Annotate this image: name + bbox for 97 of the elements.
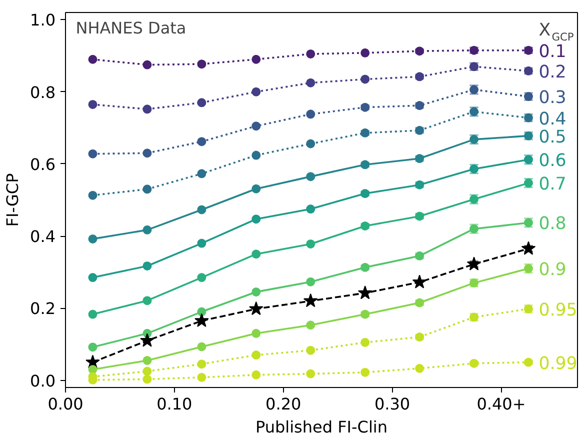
point — [252, 287, 261, 296]
point — [142, 261, 152, 270]
point — [248, 301, 264, 316]
series-label: 0.1 — [538, 42, 566, 62]
y-tick-label: 0.0 — [30, 371, 56, 390]
series-label: 0.4 — [538, 109, 566, 130]
x-axis-title: Published FI-Clin — [255, 418, 388, 436]
point — [88, 375, 98, 384]
point — [197, 238, 206, 248]
point — [252, 87, 261, 96]
point — [194, 313, 209, 327]
point — [197, 360, 206, 369]
series-label: 0.99 — [538, 354, 578, 374]
point — [88, 190, 98, 200]
point — [415, 46, 424, 56]
x-tick-label: 0.00 — [48, 394, 84, 414]
point — [360, 128, 370, 138]
point — [252, 250, 261, 259]
point — [306, 277, 316, 286]
x-tick-label: 0.20 — [266, 394, 302, 414]
x-tick-label: 0.30 — [374, 394, 410, 414]
point — [306, 78, 316, 88]
point — [197, 273, 206, 282]
point — [415, 364, 424, 373]
point — [360, 368, 370, 377]
series-label: 0.9 — [538, 260, 566, 280]
point — [252, 370, 261, 380]
point — [306, 346, 316, 355]
point — [252, 350, 261, 360]
x-tick-label: 0.10 — [156, 394, 192, 414]
point — [306, 110, 316, 119]
series-label: 0.8 — [538, 214, 566, 234]
point — [197, 342, 206, 352]
series-label: 0.7 — [538, 174, 566, 195]
point — [197, 372, 206, 382]
point — [88, 310, 98, 319]
series-label: 0.2 — [538, 62, 566, 82]
point — [524, 358, 533, 367]
point — [88, 149, 98, 158]
series-label: 0.95 — [538, 300, 578, 320]
point — [306, 240, 316, 248]
point — [252, 184, 261, 194]
point — [142, 148, 152, 158]
point — [197, 137, 206, 146]
y-axis-title: FI-GCP — [3, 172, 22, 227]
series-label: 0.5 — [538, 127, 566, 148]
series-label: 0.3 — [538, 88, 566, 108]
series-label: 0.6 — [538, 151, 566, 172]
point — [252, 214, 261, 224]
y-tick-label: 0.4 — [30, 227, 56, 246]
point — [306, 369, 316, 378]
point — [88, 100, 98, 109]
point — [142, 60, 152, 70]
point — [252, 328, 261, 338]
point — [142, 225, 152, 234]
point — [303, 293, 318, 308]
y-tick-label: 0.2 — [30, 299, 56, 318]
point — [142, 184, 152, 194]
point — [360, 338, 370, 347]
point — [140, 333, 154, 347]
x-tick-label: 0.40+ — [476, 394, 526, 414]
point — [142, 366, 152, 376]
point — [252, 54, 261, 64]
point — [142, 356, 152, 365]
point — [252, 122, 261, 131]
point — [470, 358, 479, 368]
point — [142, 104, 152, 114]
point — [360, 262, 370, 272]
point — [142, 374, 152, 384]
point — [358, 286, 372, 300]
point — [88, 273, 98, 282]
y-tick-label: 1.0 — [30, 10, 56, 30]
chart-title: NHANES Data — [76, 18, 186, 38]
point — [197, 169, 206, 178]
point — [412, 274, 427, 288]
point — [142, 296, 152, 306]
point — [360, 221, 370, 230]
point — [360, 48, 370, 58]
point — [88, 54, 98, 64]
y-tick-label: 0.8 — [30, 82, 56, 102]
point — [88, 234, 98, 244]
point — [197, 205, 206, 214]
point — [197, 307, 206, 316]
y-tick-label: 0.6 — [30, 154, 56, 174]
point — [306, 320, 316, 330]
point — [306, 139, 316, 148]
point — [306, 204, 316, 214]
point — [415, 332, 424, 342]
point — [252, 150, 261, 160]
point — [306, 49, 316, 58]
point — [466, 256, 482, 270]
point — [360, 74, 370, 84]
point — [197, 98, 206, 108]
point — [521, 241, 536, 255]
point — [306, 172, 316, 182]
point — [88, 342, 98, 352]
point — [197, 60, 206, 69]
